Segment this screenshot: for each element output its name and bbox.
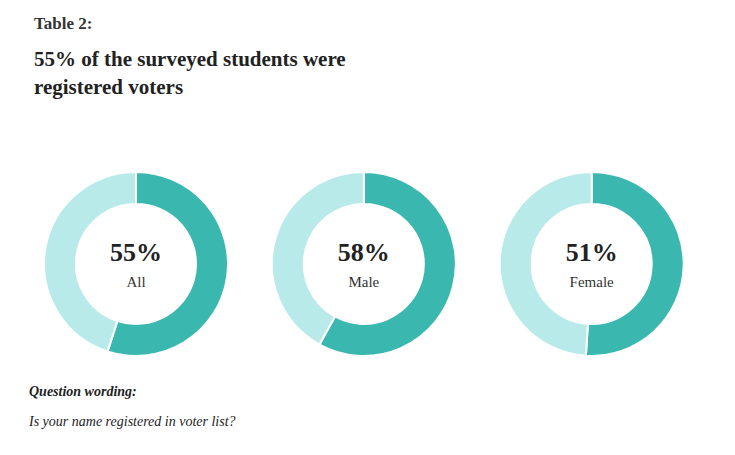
svg-text:All: All [126, 274, 145, 290]
svg-text:55%: 55% [110, 238, 162, 267]
svg-text:55% of the surveyed students w: 55% of the surveyed students were [34, 47, 346, 71]
svg-text:58%: 58% [338, 238, 390, 267]
svg-text:51%: 51% [566, 238, 618, 267]
svg-text:Male: Male [348, 274, 379, 290]
svg-text:Question wording:: Question wording: [29, 384, 137, 399]
svg-text:Female: Female [570, 274, 614, 290]
svg-text:Is your name registered in vot: Is your name registered in voter list? [28, 414, 236, 429]
svg-text:registered voters: registered voters [34, 75, 183, 99]
svg-text:Table 2:: Table 2: [34, 14, 92, 33]
